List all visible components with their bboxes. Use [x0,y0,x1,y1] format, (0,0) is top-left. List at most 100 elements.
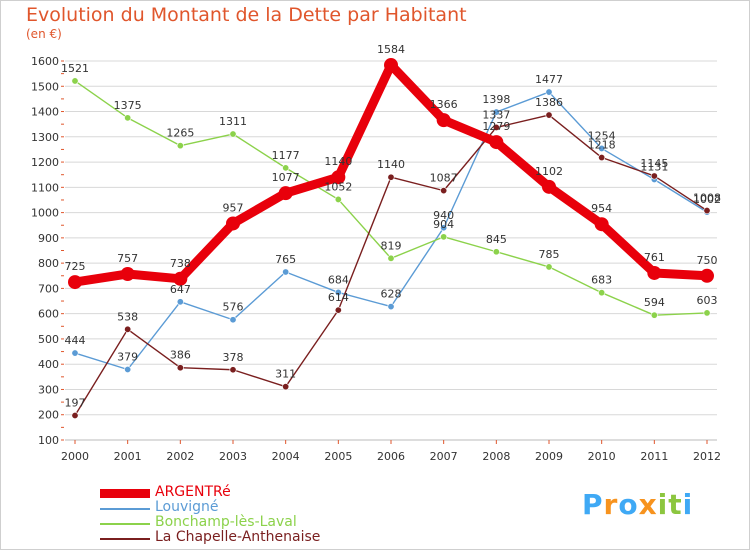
brand-letter: t [668,488,683,521]
brand-letter: i [682,488,694,521]
data-label: 1265 [166,127,194,140]
x-tick-label: 2011 [640,450,668,463]
data-label: 940 [433,209,454,222]
legend-item: Bonchamp-lès-Laval [100,514,400,531]
data-point [440,187,448,195]
y-tick-label: 700 [38,282,59,295]
y-tick-label: 800 [38,257,59,270]
y-tick-label: 1500 [31,80,59,93]
data-point [700,268,714,283]
data-label: 1131 [640,161,668,174]
legend-swatch [100,489,150,498]
data-label: 1386 [535,96,563,109]
data-label: 1102 [535,165,563,178]
data-point [120,266,135,281]
y-tick-label: 1600 [31,55,59,68]
chart-title: Evolution du Montant de la Dette par Hab… [26,4,467,26]
data-label: 1311 [219,115,247,128]
data-point [331,170,346,185]
data-label: 683 [591,274,612,287]
brand-letter: P [582,488,604,521]
data-point [647,265,662,280]
data-label: 576 [223,301,244,314]
data-point [226,216,240,231]
y-tick-label: 600 [38,308,59,321]
data-point [492,248,500,256]
y-tick-label: 1200 [31,156,59,169]
data-label: 1584 [377,43,405,56]
data-label: 386 [170,349,191,362]
data-point [703,309,711,317]
brand-letter: x [638,488,658,521]
data-point [71,411,79,419]
data-label: 1145 [640,157,668,170]
data-point [387,303,395,311]
data-label: 1008 [693,192,721,205]
data-point [282,383,290,391]
data-point [124,325,132,333]
data-label: 379 [117,351,138,364]
legend-item: Louvigné [100,499,400,516]
data-point [542,179,556,194]
data-label: 819 [381,239,402,252]
data-point [229,366,237,374]
data-point [598,289,606,297]
y-tick-label: 400 [38,358,59,371]
data-label: 603 [697,294,718,307]
data-label: 761 [644,251,665,264]
y-tick-label: 900 [38,232,59,245]
data-point [334,195,342,203]
data-point [598,154,606,162]
data-point [703,207,711,215]
data-point [334,288,342,296]
x-tick-label: 2008 [482,450,510,463]
legend-label: La Chapelle-Anthenaise [155,529,321,545]
data-point [282,268,290,276]
legend-item: ARGENTRé [100,484,400,501]
y-tick-label: 200 [38,409,59,422]
data-label: 1366 [430,98,458,111]
data-point [282,164,290,172]
data-point [594,217,609,232]
x-tick-label: 2001 [114,450,142,463]
plot-area [65,51,717,440]
data-label: 1140 [324,155,352,168]
data-label: 738 [170,257,191,270]
data-point [71,349,79,357]
data-point [176,142,184,150]
data-point [436,113,451,128]
x-tick-label: 2010 [588,450,616,463]
data-label: 378 [223,351,244,364]
data-label: 1077 [272,171,300,184]
data-point [387,254,395,262]
data-point [71,77,79,85]
data-label: 1521 [61,62,89,75]
x-tick-label: 2012 [693,450,721,463]
data-label: 647 [170,283,191,296]
chart-subtitle: (en €) [26,27,62,41]
legend: ARGENTRé Louvigné Bonchamp-lès-Laval La Cha… [100,484,400,546]
data-label: 845 [486,233,507,246]
y-tick-label: 300 [38,383,59,396]
data-point [384,58,398,73]
brand-letter: i [657,488,669,521]
data-point [650,172,658,180]
data-label: 1477 [535,73,563,86]
legend-label: Louvigné [155,499,219,515]
data-point [545,111,553,119]
y-tick-label: 1300 [31,131,59,144]
data-point [124,114,132,122]
data-label: 538 [117,310,138,323]
data-label: 757 [117,252,138,265]
brand-letter: r [603,488,619,521]
data-label: 785 [539,248,560,261]
data-point [229,130,237,138]
data-label: 628 [381,288,402,301]
x-tick-label: 2009 [535,450,563,463]
x-tick-label: 2006 [377,450,405,463]
data-label: 1218 [588,139,616,152]
data-point [545,263,553,271]
x-tick-label: 2004 [272,450,300,463]
brand-letter: o [618,488,639,521]
data-label: 765 [275,253,296,266]
